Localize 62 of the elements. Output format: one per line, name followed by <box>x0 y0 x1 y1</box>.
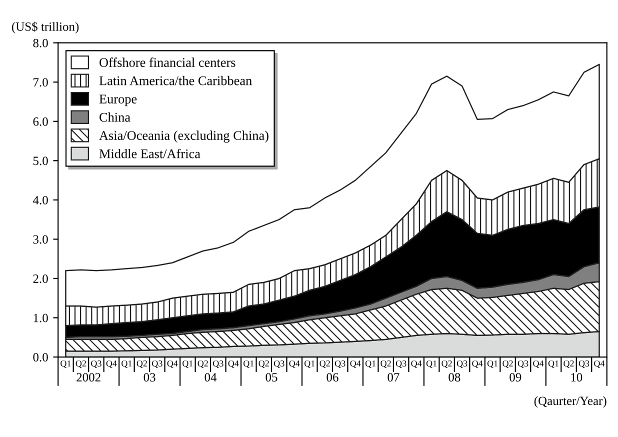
x-tick-label: Q3 <box>152 360 162 368</box>
x-tick-label: Q2 <box>502 360 513 368</box>
text: 06 <box>326 373 338 382</box>
x-tick-label: Q2 <box>564 360 574 368</box>
y-tick-label: 5.0 <box>33 156 48 166</box>
y-tick-label: 1.0 <box>34 314 48 322</box>
x-tick-label: Q1 <box>122 360 132 368</box>
y-tick-label: 2.0 <box>33 274 48 283</box>
y-tick-label: 3.0 <box>33 235 48 244</box>
y-tick-label: 7.0 <box>34 78 48 87</box>
x-tick-label: Q2 <box>442 360 452 368</box>
x-tick-label: Q3 <box>334 360 346 368</box>
x-tick-label: Q3 <box>578 360 590 368</box>
x-tick-label: Q4 <box>167 360 178 368</box>
legend-label: Latin America/the Caribbean <box>99 76 252 86</box>
x-tick-label: Q1 <box>304 360 315 368</box>
x-tick-label: Q2 <box>198 360 208 368</box>
x-tick-label: Q3 <box>91 360 102 368</box>
text: 07 <box>388 373 400 382</box>
x-axis-title: (Qaurter/Year) <box>534 396 606 408</box>
y-tick-label: 4.0 <box>32 196 48 204</box>
x-tick-label: Q4 <box>350 360 361 368</box>
x-tick-label: Q4 <box>594 360 605 368</box>
x-tick-label: Q1 <box>60 360 71 368</box>
x-tick-label: Q3 <box>213 360 224 368</box>
x-tick-label: Q3 <box>518 360 528 368</box>
x-tick-label: Q4 <box>472 360 483 368</box>
x-tick-label: Q1 <box>365 360 376 368</box>
x-tick-label: Q2 <box>136 360 147 368</box>
x-tick-label: Q1 <box>426 360 437 368</box>
legend-label: China <box>100 112 130 122</box>
text: 2002 <box>76 373 100 382</box>
legend-label: Middle East/Africa <box>99 148 200 158</box>
x-tick-label: Q2 <box>258 360 269 368</box>
y-tick-label: 8.0 <box>33 38 48 48</box>
x-tick-label: Q2 <box>320 360 330 368</box>
legend-label: Asia/Oceania (excluding China) <box>99 130 268 143</box>
x-tick-label: Q1 <box>243 360 254 368</box>
x-tick-label: Q4 <box>411 360 422 368</box>
x-tick-label: Q3 <box>396 360 406 368</box>
x-tick-label: Q2 <box>380 360 391 368</box>
x-tick-label: Q1 <box>182 360 193 368</box>
text: 10 <box>571 373 582 382</box>
x-tick-label: Q1 <box>548 360 558 368</box>
legend-label: Offshore financial centers <box>100 58 236 67</box>
y-axis-title: (US$ trillion) <box>12 22 79 34</box>
x-tick-label: Q3 <box>274 360 284 368</box>
x-tick-label: Q4 <box>533 360 544 368</box>
x-tick-label: Q2 <box>76 360 86 368</box>
text: 05 <box>266 373 278 382</box>
text: 03 <box>144 373 156 382</box>
legend-label: Europe <box>99 94 137 106</box>
x-tick-label: Q3 <box>456 360 468 368</box>
x-tick-label: Q1 <box>487 360 498 368</box>
text: 04 <box>204 373 217 382</box>
text: 08 <box>448 373 460 382</box>
y-tick-label: 0.0 <box>33 353 48 362</box>
text: 09 <box>510 373 522 382</box>
x-tick-label: Q4 <box>106 360 117 368</box>
y-tick-label: 6.0 <box>33 117 48 126</box>
x-tick-label: Q4 <box>289 360 300 368</box>
x-tick-label: Q4 <box>228 360 239 368</box>
